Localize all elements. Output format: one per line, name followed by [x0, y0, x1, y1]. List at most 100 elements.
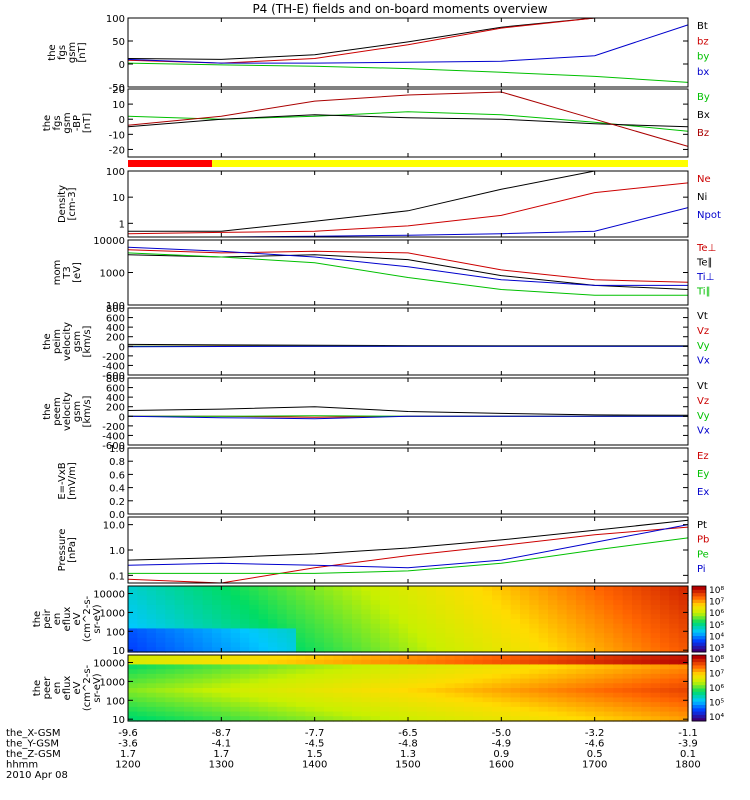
spectrogram-cell — [258, 628, 269, 634]
spectrogram-cell — [268, 688, 278, 694]
spectrogram-cell — [557, 716, 568, 722]
spectrogram-cell — [230, 609, 241, 615]
spectrogram-cell — [342, 664, 353, 670]
spectrogram-cell — [249, 619, 260, 625]
spectrogram-cell — [277, 633, 288, 639]
y-tick-label: 200 — [106, 403, 125, 414]
y-tick-label: 100 — [106, 696, 125, 707]
spectrogram-cell — [464, 692, 474, 699]
spectrogram-cell — [678, 702, 689, 708]
spectrogram-cell — [146, 609, 157, 615]
spectrogram-cell — [529, 669, 540, 675]
spectrogram-cell — [240, 619, 250, 625]
spectrogram-cell — [632, 664, 642, 670]
colorbar-segment — [692, 625, 706, 630]
colorbar-segment — [692, 638, 706, 643]
spectrogram-cell — [277, 697, 288, 703]
spectrogram-cell — [426, 688, 437, 694]
spectrogram-cell — [445, 637, 456, 644]
footer-value: 0.1 — [680, 749, 696, 760]
spectrogram-cell — [286, 637, 297, 644]
spectrogram-cell — [305, 637, 316, 644]
spectrogram-cell — [389, 637, 400, 644]
spectrogram-cell — [632, 711, 642, 717]
spectrogram-cell — [520, 619, 530, 625]
spectrogram-cell — [417, 590, 428, 597]
spectrogram-cell — [501, 711, 512, 717]
spectrogram-cell — [482, 604, 493, 611]
spectrogram-cell — [249, 683, 260, 689]
spectrogram-cell — [613, 619, 624, 625]
spectrogram-cell — [352, 600, 362, 606]
y-axis-label-line: sr-eV) — [92, 604, 103, 633]
spectrogram-cell — [268, 716, 278, 722]
spectrogram-cell — [249, 604, 260, 611]
spectrogram-cell — [436, 673, 446, 680]
spectrogram-cell — [361, 619, 372, 625]
spectrogram-cell — [445, 688, 456, 694]
spectrogram-cell — [128, 688, 138, 694]
spectrogram-cell — [650, 716, 661, 722]
spectrogram-cell — [604, 664, 614, 670]
spectrogram-cell — [212, 586, 222, 592]
spectrogram-cell — [258, 647, 269, 653]
spectrogram-cell — [333, 586, 344, 592]
spectrogram-cell — [557, 642, 568, 648]
spectrogram-cell — [641, 702, 652, 708]
spectrogram-cell — [585, 706, 596, 713]
spectrogram-cell — [370, 642, 381, 648]
spectrogram-cell — [660, 688, 670, 694]
spectrogram-cell — [613, 590, 624, 597]
spectrogram-cell — [352, 706, 362, 713]
spectrogram-cell — [137, 697, 148, 703]
spectrogram-cell — [342, 628, 353, 634]
spectrogram-cell — [426, 692, 437, 699]
spectrogram-cell — [678, 595, 689, 601]
spectrogram-cell — [230, 711, 241, 717]
spectrogram-cell — [212, 642, 222, 648]
spectrogram-cell — [277, 664, 288, 670]
spectrogram-cell — [128, 642, 138, 648]
colorbar-segment — [692, 668, 706, 672]
spectrogram-cell — [650, 619, 661, 625]
spectrogram-cell — [305, 614, 316, 620]
spectrogram-cell — [669, 669, 680, 675]
spectrogram-cells — [128, 586, 689, 653]
spectrogram-cell — [389, 655, 400, 661]
spectrogram-cell — [146, 647, 157, 653]
spectrogram-cell — [576, 609, 586, 615]
spectrogram-cell — [258, 623, 269, 630]
spectrogram-cell — [482, 655, 493, 661]
y-axis-label-line: E=-VxB — [57, 462, 68, 499]
spectrogram-cell — [408, 619, 418, 625]
spectrogram-cell — [361, 647, 372, 653]
spectrogram-cell — [594, 628, 605, 634]
spectrogram-cell — [520, 711, 530, 717]
spectrogram-cell — [473, 678, 484, 684]
footer-row-label: hhmm — [6, 760, 38, 771]
spectrogram-cell — [361, 702, 372, 708]
spectrogram-cell — [156, 628, 166, 634]
spectrogram-cell — [128, 692, 138, 699]
spectrogram-cell — [380, 702, 390, 708]
spectrogram-cell — [361, 697, 372, 703]
spectrogram-cell — [230, 716, 241, 722]
spectrogram-cell — [454, 697, 465, 703]
spectrogram-cell — [314, 633, 325, 639]
footer-value: -7.7 — [305, 728, 325, 739]
spectrogram-cell — [501, 642, 512, 648]
spectrogram-cell — [632, 688, 642, 694]
spectrogram-cell — [482, 688, 493, 694]
spectrogram-cell — [501, 637, 512, 644]
y-tick-label: -400 — [102, 361, 125, 372]
spectrogram-cell — [230, 683, 241, 689]
spectrogram-cell — [333, 659, 344, 666]
spectrogram-cell — [492, 614, 502, 620]
spectrogram-cell — [660, 678, 670, 684]
spectrogram-cell — [641, 706, 652, 713]
spectrogram-cell — [380, 586, 390, 592]
spectrogram-cell — [128, 655, 138, 661]
spectrogram-cell — [258, 678, 269, 684]
spectrogram-cell — [361, 706, 372, 713]
